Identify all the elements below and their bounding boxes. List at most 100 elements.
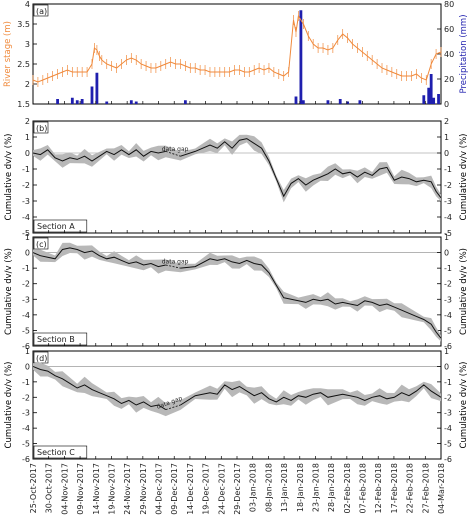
precip-bar xyxy=(134,101,138,104)
y-axis-label-left: Cumulative dv/v (%) xyxy=(4,134,14,221)
y-tick-label-right: -3 xyxy=(444,197,452,206)
section-label: Section B xyxy=(37,335,75,344)
y-tick-label-right: 40 xyxy=(444,50,454,59)
panel-label: (b) xyxy=(36,124,47,133)
y-tick-label-left: 0 xyxy=(25,149,30,158)
precip-bar xyxy=(80,99,84,104)
dvv-line xyxy=(32,365,166,411)
y-tick-label-left: 2.5 xyxy=(17,60,30,69)
x-tick-label: 29-Nov-2017 xyxy=(139,463,148,515)
data-gap-line xyxy=(165,151,181,157)
y-axis-label-right: Precipitation (mm) xyxy=(459,14,469,93)
y-axis-label-left: River stage (m) xyxy=(3,21,13,87)
precip-bar xyxy=(338,99,342,104)
y-tick-label-right: 1 xyxy=(444,133,449,142)
dvv-line xyxy=(32,247,166,268)
y-tick-label-right: -2 xyxy=(444,393,452,402)
y-tick-label-left: -5 xyxy=(22,440,30,449)
x-tick-label: 13-Jan-2018 xyxy=(280,463,289,512)
precip-bar xyxy=(294,96,298,104)
panel-label: (a) xyxy=(36,7,47,16)
section-label-box xyxy=(33,445,88,459)
y-tick-label-right: 0 xyxy=(444,362,449,371)
x-tick-label: 22-Feb-2018 xyxy=(406,463,415,513)
y-tick-label-left: -1 xyxy=(22,264,30,273)
y-tick-label-left: 0 xyxy=(25,249,30,258)
y-tick-label-left: 2 xyxy=(25,80,30,89)
y-tick-label-right: -4 xyxy=(444,424,452,433)
x-tick-label: 30-Oct-2017 xyxy=(45,463,54,513)
precip-bar xyxy=(70,97,74,104)
y-tick-label-left: 1 xyxy=(25,233,30,242)
precip-bar xyxy=(105,101,109,104)
axes-frame xyxy=(32,3,442,105)
y-tick-label-right: -2 xyxy=(444,280,452,289)
dvv-line xyxy=(180,384,442,406)
y-tick-label-left: 1 xyxy=(25,133,30,142)
dvv-line xyxy=(32,149,166,162)
x-tick-label: 07-Feb-2018 xyxy=(359,463,368,513)
y-tick-label-right: 0 xyxy=(444,149,449,158)
x-tick-label: 04-Nov-2017 xyxy=(60,463,69,515)
precip-bar xyxy=(432,97,436,104)
x-tick-label: 12-Feb-2018 xyxy=(374,463,383,513)
x-tick-label: 18-Jan-2018 xyxy=(296,463,305,512)
y-tick-label-left: -3 xyxy=(22,409,30,418)
x-tick-label: 03-Jan-2018 xyxy=(249,463,258,512)
precip-bar xyxy=(427,87,431,104)
y-tick-label-right: -4 xyxy=(444,311,452,320)
y-tick-label-left: -4 xyxy=(22,311,30,320)
x-tick-label: 04-Dec-2017 xyxy=(155,463,164,515)
precip-bar xyxy=(346,101,350,104)
y-tick-label-left: 3 xyxy=(25,40,30,49)
y-tick-label-right: 0 xyxy=(444,249,449,258)
y-tick-label-left: -1 xyxy=(22,165,30,174)
x-tick-label: 27-Feb-2018 xyxy=(421,463,430,513)
x-tick-label: 24-Dec-2017 xyxy=(217,463,226,515)
y-tick-label-right: 20 xyxy=(444,75,454,84)
precip-bar xyxy=(183,100,187,104)
y-tick-label-right: -5 xyxy=(444,229,452,238)
y-tick-label-left: 2 xyxy=(25,117,30,126)
y-tick-label-right: -3 xyxy=(444,295,452,304)
x-tick-label: 14-Dec-2017 xyxy=(186,463,195,515)
y-tick-label-right: -2 xyxy=(444,181,452,190)
y-axis-label-left: Cumulative dv/v (%) xyxy=(4,248,14,335)
y-axis-label-right: Cumulative dv/v (%) xyxy=(459,362,469,449)
panel-label-box xyxy=(33,121,49,134)
precip-bar xyxy=(326,100,330,104)
y-tick-label-left: -3 xyxy=(22,197,30,206)
y-tick-label-right: 2 xyxy=(444,117,449,126)
y-tick-label-left: 1 xyxy=(25,347,30,356)
panel-label: (c) xyxy=(36,240,47,249)
y-tick-label-left: 3.5 xyxy=(17,20,30,29)
river-stage-line xyxy=(32,14,442,83)
y-tick-label-right: 80 xyxy=(444,0,454,9)
x-tick-label: 29-Dec-2017 xyxy=(233,463,242,515)
y-tick-label-left: -2 xyxy=(22,181,30,190)
x-tick-label: 19-Dec-2017 xyxy=(202,463,211,515)
precip-bar xyxy=(56,99,59,104)
panel-label: (d) xyxy=(36,354,47,363)
y-tick-label-right: 60 xyxy=(444,25,454,34)
x-tick-label: 25-Oct-2017 xyxy=(29,463,38,513)
precip-bar xyxy=(422,95,426,104)
y-axis-label-left: Cumulative dv/v (%) xyxy=(4,362,14,449)
x-tick-label: 09-Dec-2017 xyxy=(170,463,179,515)
y-tick-label-right: -1 xyxy=(444,165,452,174)
precip-bar xyxy=(129,100,133,104)
y-tick-label-left: -3 xyxy=(22,295,30,304)
x-tick-label: 04-Mar-2018 xyxy=(437,463,446,514)
y-tick-label-left: -2 xyxy=(22,280,30,289)
dvv-line xyxy=(180,138,442,199)
panel-b: (b) 2 2 1 1 0 0 -1 -1 -2 -2 -3 -3 -4 -4 -5 -5 data gap Sec… xyxy=(4,117,469,238)
precip-bar xyxy=(95,72,99,104)
x-tick-label: 23-Jan-2018 xyxy=(311,463,320,512)
y-tick-label-left: 4 xyxy=(25,0,30,9)
y-tick-label-left: -5 xyxy=(22,326,30,335)
data-gap-annotation: data gap xyxy=(162,259,189,266)
precip-bar xyxy=(437,94,440,104)
y-tick-label-left: -6 xyxy=(22,342,30,351)
x-tick-label: 17-Feb-2018 xyxy=(390,463,399,513)
